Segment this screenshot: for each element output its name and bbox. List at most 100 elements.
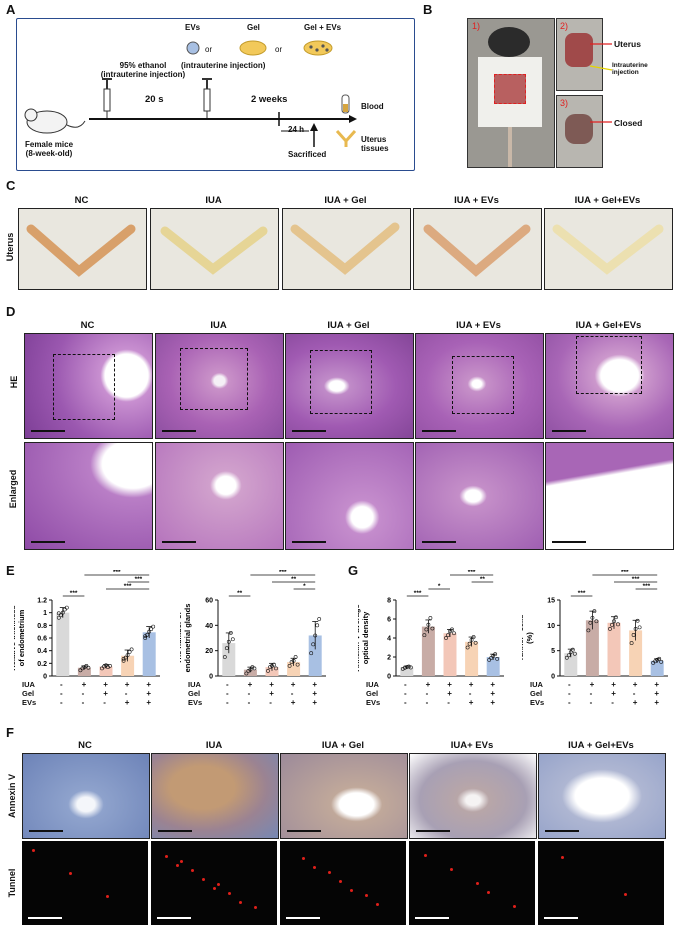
he-image-nc bbox=[24, 333, 153, 439]
mouse-label: Female mice (8-week-old) bbox=[24, 140, 74, 158]
scale-bar bbox=[286, 917, 320, 919]
data-point bbox=[493, 652, 498, 657]
tunnel-image-nc bbox=[22, 841, 148, 925]
tunnel-positive-dot bbox=[302, 857, 305, 860]
tunnel-positive-dot bbox=[176, 864, 179, 867]
treatment-sign: - bbox=[632, 689, 636, 698]
data-point bbox=[84, 663, 89, 668]
uterus-photo-iua-gel bbox=[282, 208, 411, 290]
treatment-sign: + bbox=[490, 698, 496, 707]
d-header-iua: IUA bbox=[210, 320, 227, 331]
uterus-arrow-label: Uterus bbox=[614, 39, 641, 49]
tunnel-positive-dot bbox=[513, 905, 516, 908]
tunnel-positive-dot bbox=[69, 872, 72, 875]
treatment-sign: + bbox=[611, 689, 616, 698]
tunnel-positive-dot bbox=[376, 903, 379, 906]
data-point bbox=[610, 622, 614, 627]
significance-label: *** bbox=[135, 576, 143, 583]
data-point bbox=[266, 669, 270, 673]
treatment-sign: + bbox=[654, 680, 660, 689]
bar bbox=[121, 655, 135, 676]
significance-label: *** bbox=[578, 590, 586, 597]
bar bbox=[99, 666, 113, 676]
scale-bar bbox=[162, 430, 196, 432]
data-point bbox=[317, 617, 322, 621]
y-axis-label-line: endometrial glands bbox=[183, 604, 192, 673]
treatment-sign: - bbox=[589, 689, 593, 698]
data-point bbox=[430, 626, 435, 631]
data-point bbox=[252, 666, 257, 671]
f-header-nc: NC bbox=[78, 740, 92, 751]
data-point bbox=[56, 615, 61, 620]
annexin-image-iua-gel-evs bbox=[538, 753, 666, 839]
uterus-photo-iua-evs bbox=[413, 208, 542, 290]
treatment-sign: + bbox=[312, 689, 318, 698]
data-point bbox=[104, 663, 108, 668]
scale-bar bbox=[422, 541, 456, 543]
significance-label: * bbox=[438, 583, 441, 590]
data-point bbox=[78, 668, 83, 673]
data-point bbox=[564, 655, 569, 660]
treatment-sign: - bbox=[60, 698, 63, 707]
row-label-he: HE bbox=[9, 375, 19, 389]
annexin-image-nc bbox=[22, 753, 150, 839]
time-20s: 20 s bbox=[145, 94, 164, 105]
treatment-sign: + bbox=[146, 698, 152, 707]
data-point bbox=[224, 646, 229, 651]
data-point bbox=[64, 605, 69, 610]
scale-bar bbox=[544, 917, 578, 919]
treatment-sign: - bbox=[404, 680, 407, 689]
significance-label: *** bbox=[414, 590, 422, 597]
f-header-iua-gel-evs: IUA + Gel+EVs bbox=[568, 740, 634, 751]
treatment-sign: + bbox=[654, 698, 660, 707]
uterus-icon bbox=[335, 129, 357, 147]
scale-bar bbox=[552, 430, 586, 432]
scale-bar bbox=[552, 541, 586, 543]
y-axis-label-line: Tunnel⁺ cells bbox=[522, 615, 525, 662]
scale-bar bbox=[28, 917, 62, 919]
scale-bar bbox=[292, 430, 326, 432]
tunnel-positive-dot bbox=[350, 889, 353, 892]
treatment-sign: - bbox=[226, 698, 229, 707]
tunnel-positive-dot bbox=[180, 860, 183, 863]
data-point bbox=[629, 641, 634, 645]
treatment-sign: + bbox=[468, 698, 474, 707]
data-point bbox=[426, 622, 431, 627]
treatment-sign: - bbox=[589, 698, 593, 707]
treatment-sign: - bbox=[247, 689, 251, 698]
bar bbox=[265, 667, 279, 676]
data-point bbox=[287, 663, 292, 668]
data-point bbox=[422, 633, 427, 638]
y-tick-label: 4 bbox=[387, 636, 391, 643]
he-image-iua bbox=[155, 333, 284, 439]
c-header-iua-gel: IUA + Gel bbox=[324, 195, 367, 206]
data-point bbox=[473, 640, 478, 645]
tunnel-positive-dot bbox=[254, 906, 257, 909]
data-point bbox=[608, 626, 612, 631]
treatment-sign: + bbox=[312, 698, 318, 707]
treatment-sign: - bbox=[568, 698, 571, 707]
y-tick-label: 15 bbox=[547, 598, 555, 605]
scale-bar bbox=[29, 830, 63, 832]
data-point bbox=[612, 619, 616, 624]
scale-bar bbox=[157, 917, 191, 919]
schematic-frame: 95% ethanol (intrauterine injection) EVs… bbox=[16, 18, 415, 171]
significance-label: ** bbox=[237, 590, 243, 597]
significance-label: *** bbox=[113, 570, 121, 576]
data-point bbox=[125, 653, 130, 658]
enlarged-image-iua-evs bbox=[415, 442, 544, 550]
significance-label: *** bbox=[632, 576, 640, 583]
tunnel-positive-dot bbox=[165, 855, 168, 858]
data-point bbox=[404, 665, 409, 669]
significance-label: *** bbox=[124, 583, 132, 590]
treatment-sign: - bbox=[425, 689, 429, 698]
data-point bbox=[100, 666, 104, 671]
gel-evs-icon bbox=[303, 40, 333, 56]
he-image-iua-gel-evs bbox=[545, 333, 674, 439]
treatment-sign: + bbox=[269, 689, 274, 698]
f-header-iua-gel: IUA + Gel bbox=[321, 740, 365, 751]
data-point bbox=[592, 609, 597, 614]
bar bbox=[585, 620, 599, 676]
data-point bbox=[635, 618, 640, 623]
y-tick-label: 0 bbox=[387, 674, 391, 681]
